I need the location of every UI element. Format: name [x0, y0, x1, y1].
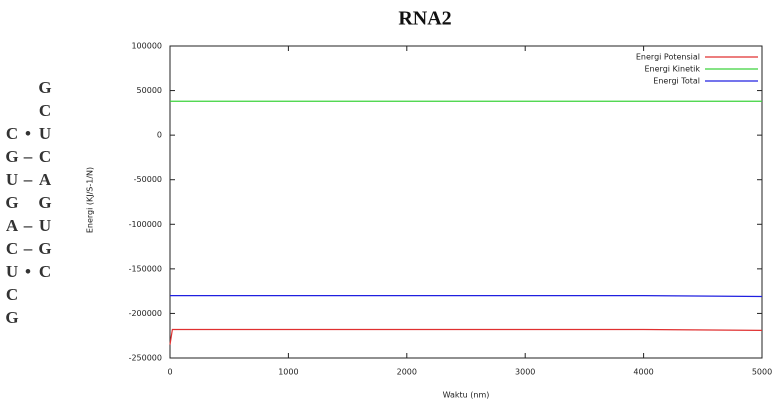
- x-tick-label: 4000: [633, 368, 653, 377]
- rna-base: G: [5, 193, 18, 212]
- x-tick-label: 2000: [397, 368, 417, 377]
- rna-base: G: [38, 239, 51, 258]
- rna-base: C: [6, 124, 18, 143]
- rna-bond: –: [23, 239, 33, 258]
- y-axis-label: Energi (KJ/S-1/N): [86, 167, 95, 233]
- rna-base: U: [39, 124, 51, 143]
- legend-label: Energi Total: [653, 77, 700, 86]
- y-tick-label: -250000: [129, 354, 162, 363]
- y-tick-label: -50000: [134, 175, 162, 184]
- legend-label: Energi Kinetik: [645, 65, 701, 74]
- rna-base: G: [38, 193, 51, 212]
- y-tick-label: 50000: [137, 86, 162, 95]
- legend-label: Energi Potensial: [636, 53, 700, 62]
- rna-base: A: [6, 216, 19, 235]
- rna-base: C: [6, 239, 18, 258]
- x-tick-label: 0: [167, 368, 172, 377]
- y-tick-label: -100000: [129, 220, 162, 229]
- rna-bond: •: [25, 262, 31, 281]
- series-line: [170, 295, 763, 298]
- x-tick-label: 3000: [515, 368, 535, 377]
- rna-base: C: [39, 101, 51, 120]
- rna-base: C: [39, 262, 51, 281]
- rna-base: U: [6, 262, 18, 281]
- rna-base: U: [6, 170, 18, 189]
- x-tick-label: 1000: [278, 368, 298, 377]
- rna-base: C: [39, 147, 51, 166]
- plot-frame: [169, 45, 763, 359]
- x-axis-label: Waktu (nm): [443, 391, 490, 400]
- rna-base: C: [6, 285, 18, 304]
- y-tick-label: -200000: [129, 309, 162, 318]
- chart-title: RNA2: [398, 8, 451, 30]
- rna-base: G: [5, 147, 18, 166]
- x-tick-label: 5000: [752, 368, 772, 377]
- rna-bond: –: [23, 147, 33, 166]
- rna-base: G: [38, 78, 51, 97]
- rna-bond: –: [23, 216, 33, 235]
- y-tick-label: 100000: [131, 42, 162, 51]
- rna-base: A: [39, 170, 52, 189]
- rna-base: G: [5, 308, 18, 327]
- y-tick-label: 0: [157, 131, 162, 140]
- y-tick-label: -150000: [129, 264, 162, 273]
- rna-base: U: [39, 216, 51, 235]
- rna-bond: •: [25, 124, 31, 143]
- rna-bond: –: [23, 170, 33, 189]
- series-line: [169, 328, 763, 345]
